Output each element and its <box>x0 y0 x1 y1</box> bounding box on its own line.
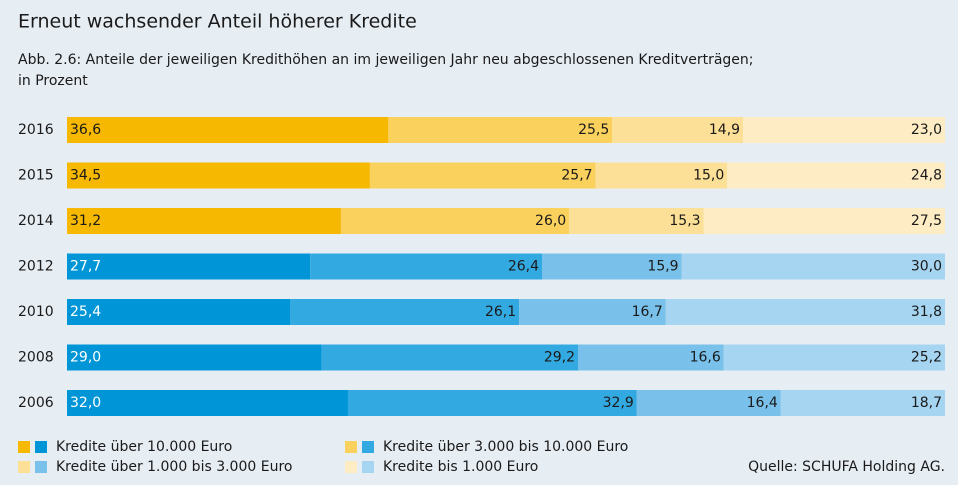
data-label: 16,4 <box>747 395 778 411</box>
bar-segment <box>388 117 613 143</box>
data-label: 32,9 <box>603 395 634 411</box>
bar-segment <box>681 253 945 280</box>
bar-segment <box>67 390 348 416</box>
bar-segment <box>67 299 291 325</box>
data-label: 31,8 <box>911 304 942 320</box>
data-label: 26,4 <box>508 259 539 275</box>
data-label: 18,7 <box>911 395 942 411</box>
data-label: 27,7 <box>70 259 101 275</box>
bar-segment <box>595 162 728 189</box>
legend-swatch <box>345 441 357 453</box>
data-label: 15,3 <box>669 213 700 229</box>
data-label: 31,2 <box>70 213 101 229</box>
y-tick-label: 2012 <box>18 259 54 275</box>
bar-segment <box>727 162 945 189</box>
data-label: 14,9 <box>709 122 740 138</box>
bar-segment <box>290 299 520 325</box>
legend-swatch <box>362 441 374 453</box>
y-tick-label: 2014 <box>18 213 54 229</box>
data-label: 15,0 <box>693 168 724 184</box>
bar-segment <box>310 253 542 280</box>
chart-subtitle: Abb. 2.6: Anteile der jeweiligen Kredith… <box>18 52 754 68</box>
legend-swatch <box>18 461 30 473</box>
data-label: 16,6 <box>690 350 721 366</box>
data-label: 32,0 <box>70 395 101 411</box>
y-tick-label: 2008 <box>18 350 54 366</box>
bar-segment <box>347 390 637 416</box>
legend-label: Kredite über 10.000 Euro <box>56 439 232 455</box>
bar-segment <box>743 117 945 143</box>
data-label: 23,0 <box>911 122 942 138</box>
bar-segment <box>780 390 945 416</box>
bar-segment <box>577 344 724 371</box>
y-tick-label: 2006 <box>18 395 54 411</box>
bar-segment <box>67 344 322 371</box>
chart-title: Erneut wachsender Anteil höherer Kredite <box>18 11 417 33</box>
data-label: 36,6 <box>70 122 101 138</box>
bar-segment <box>67 253 311 280</box>
data-label: 27,5 <box>911 213 942 229</box>
data-label: 25,2 <box>911 350 942 366</box>
legend-label: Kredite über 1.000 bis 3.000 Euro <box>56 459 292 475</box>
data-label: 30,0 <box>911 259 942 275</box>
legend-label: Kredite bis 1.000 Euro <box>383 459 538 475</box>
legend-swatch <box>362 461 374 473</box>
data-label: 26,1 <box>485 304 516 320</box>
bar-segment <box>703 208 945 234</box>
chart-subtitle: in Prozent <box>18 73 88 89</box>
bar-segment <box>541 253 682 280</box>
bar-segment <box>369 162 596 189</box>
y-tick-label: 2010 <box>18 304 54 320</box>
legend-label: Kredite über 3.000 bis 10.000 Euro <box>383 439 628 455</box>
y-tick-label: 2016 <box>18 122 54 138</box>
data-label: 16,7 <box>632 304 663 320</box>
bar-segment <box>519 299 666 325</box>
legend-swatch <box>35 441 47 453</box>
data-label: 34,5 <box>70 168 101 184</box>
data-label: 25,7 <box>561 168 592 184</box>
bar-segment <box>340 208 570 234</box>
bar-segment <box>665 299 945 325</box>
data-label: 26,0 <box>535 213 566 229</box>
data-label: 25,5 <box>578 122 609 138</box>
bar-segment <box>569 208 704 234</box>
y-tick-label: 2015 <box>18 168 54 184</box>
bar-segment <box>67 117 389 143</box>
data-label: 24,8 <box>911 168 942 184</box>
data-label: 29,0 <box>70 350 101 366</box>
source: Quelle: SCHUFA Holding AG. <box>748 459 945 475</box>
legend-swatch <box>35 461 47 473</box>
legend-swatch <box>345 461 357 473</box>
data-label: 29,2 <box>544 350 575 366</box>
bar-segment <box>67 162 370 189</box>
bar-segment <box>723 344 945 371</box>
bar-segment <box>612 117 744 143</box>
data-label: 25,4 <box>70 304 101 320</box>
bar-segment <box>67 208 341 234</box>
legend-swatch <box>18 441 30 453</box>
data-label: 15,9 <box>647 259 678 275</box>
bar-segment <box>321 344 578 371</box>
bar-segment <box>636 390 781 416</box>
